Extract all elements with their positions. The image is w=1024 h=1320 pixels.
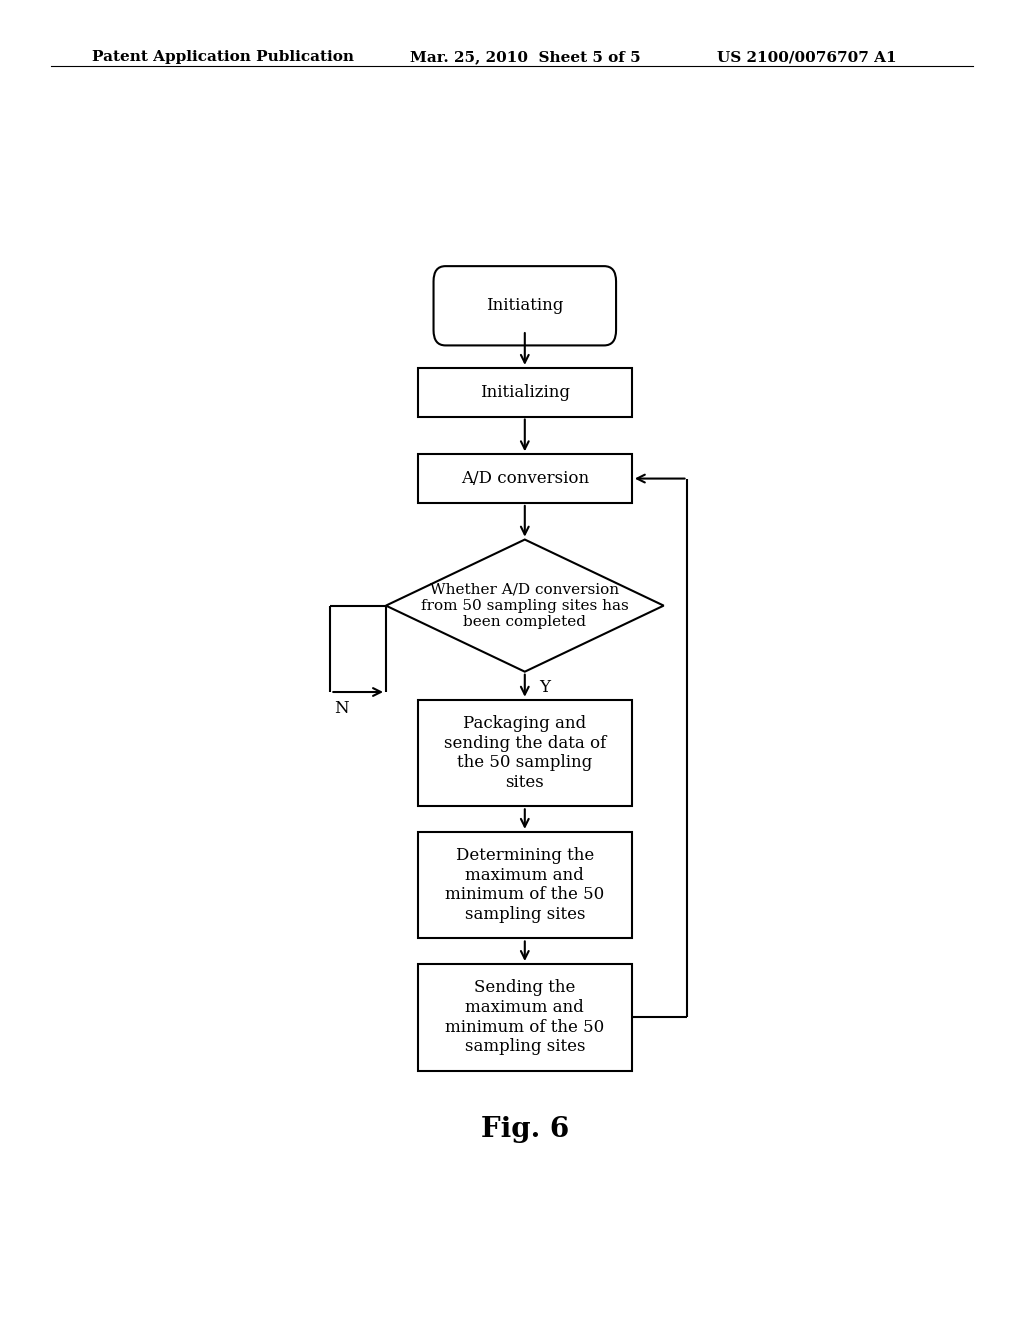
Bar [418, 832, 632, 939]
Text: N: N [334, 700, 349, 717]
Text: Sending the
maximum and
minimum of the 50
sampling sites: Sending the maximum and minimum of the 5… [445, 979, 604, 1055]
Text: Whether A/D conversion
from 50 sampling sites has
been completed: Whether A/D conversion from 50 sampling … [421, 582, 629, 628]
Bar [418, 964, 632, 1071]
Text: Initializing: Initializing [480, 384, 569, 401]
Text: Patent Application Publication: Patent Application Publication [92, 50, 354, 65]
Text: Y: Y [539, 678, 550, 696]
Bar [418, 700, 632, 807]
Text: US 2100/0076707 A1: US 2100/0076707 A1 [717, 50, 896, 65]
Bar [418, 368, 632, 417]
Text: Determining the
maximum and
minimum of the 50
sampling sites: Determining the maximum and minimum of t… [445, 847, 604, 923]
Bar [418, 454, 632, 503]
Text: Packaging and
sending the data of
the 50 sampling
sites: Packaging and sending the data of the 50… [443, 715, 606, 791]
Text: Mar. 25, 2010  Sheet 5 of 5: Mar. 25, 2010 Sheet 5 of 5 [410, 50, 640, 65]
Polygon shape [386, 540, 664, 672]
Text: A/D conversion: A/D conversion [461, 470, 589, 487]
FancyBboxPatch shape [433, 267, 616, 346]
Text: Fig. 6: Fig. 6 [480, 1115, 569, 1143]
Text: Initiating: Initiating [486, 297, 563, 314]
